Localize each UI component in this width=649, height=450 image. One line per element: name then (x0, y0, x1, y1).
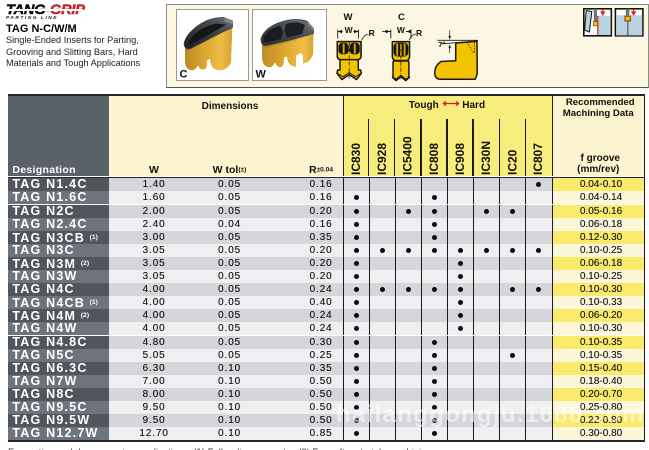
svg-text:W: W (255, 69, 266, 81)
svg-text:R: R (416, 28, 422, 38)
svg-text:7°: 7° (438, 40, 445, 49)
svg-text:W: W (345, 25, 354, 35)
svg-text:R: R (369, 28, 375, 38)
svg-text:C: C (180, 69, 188, 81)
svg-text:W: W (397, 25, 406, 35)
svg-text:C: C (398, 12, 405, 23)
svg-text:W: W (344, 12, 353, 23)
